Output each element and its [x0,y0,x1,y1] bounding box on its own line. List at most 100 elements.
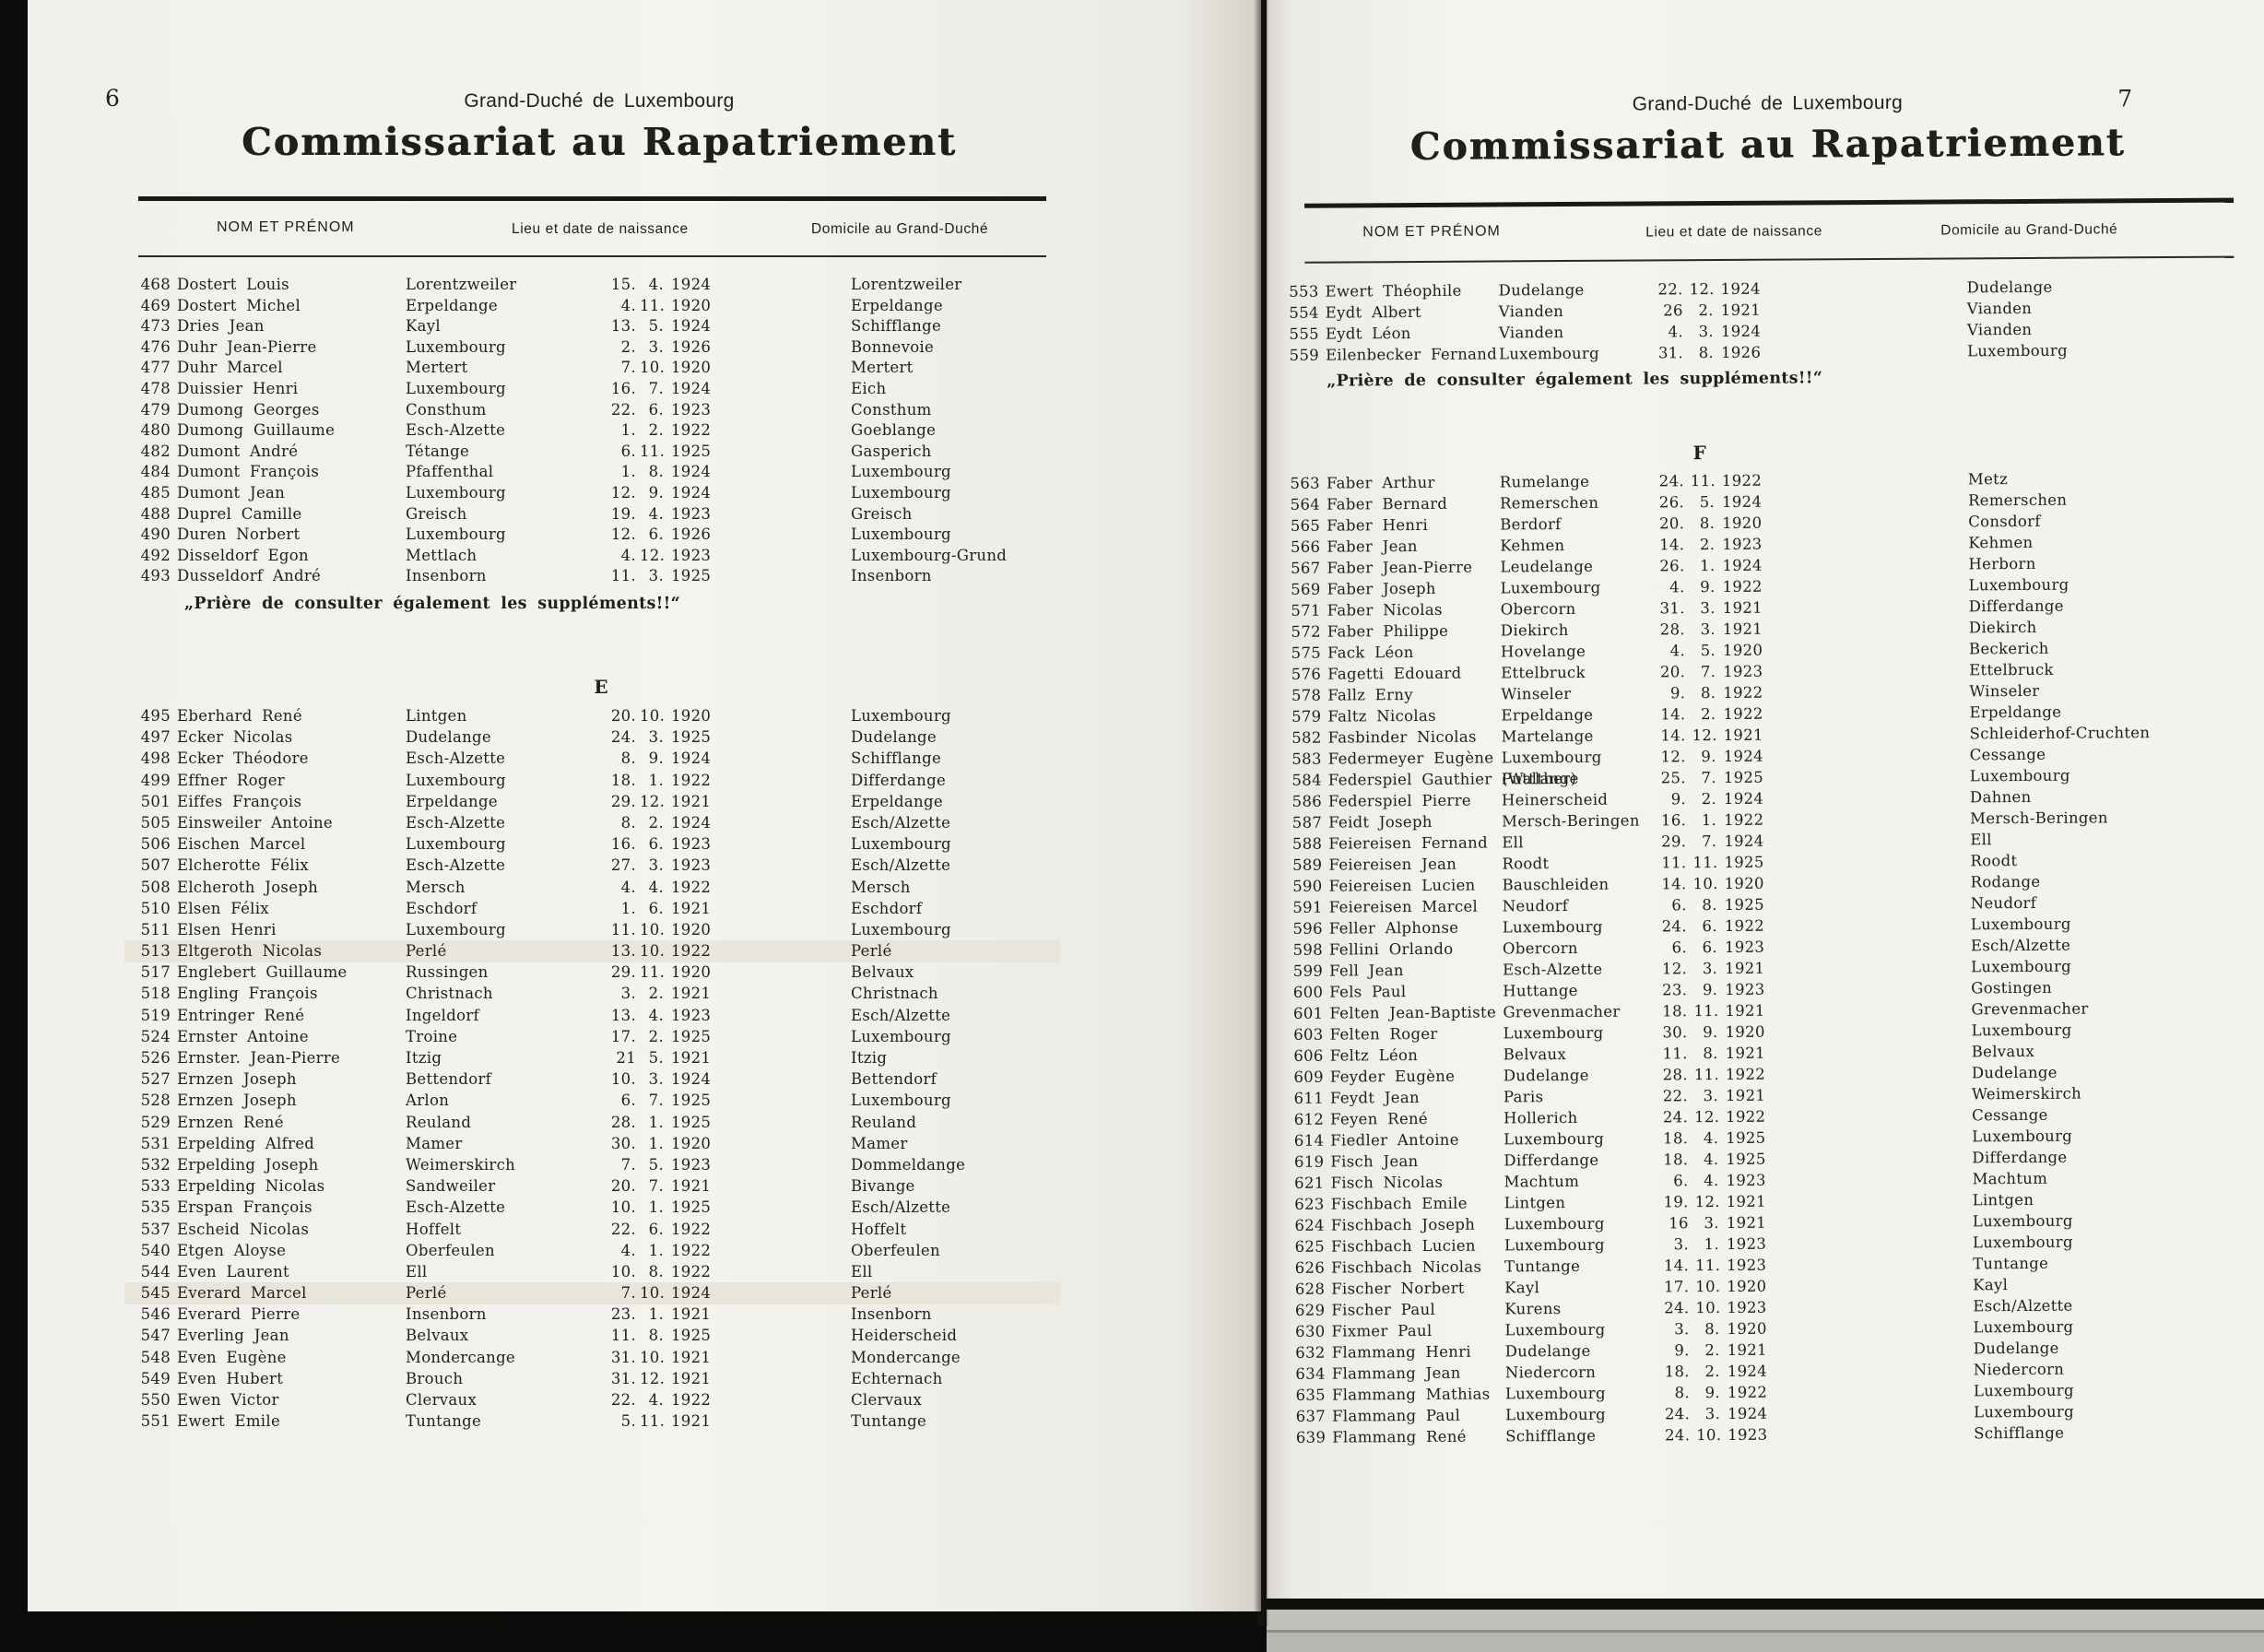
domicile: Herborn [1968,554,2036,573]
domicile: Heiderscheid [851,1327,958,1345]
header-rule-thick [1304,197,2235,208]
birth-day: 4. [1669,642,1686,660]
birth-day: 14. [1661,875,1687,893]
birthplace: Lorentzweiler [406,276,517,293]
domicile: Mamer [851,1134,908,1152]
birthplace: Esch-Alzette [406,856,506,875]
birth-month: 12. [640,546,666,564]
person-name: Feiereisen Lucien [1328,876,1476,895]
birth-day: 17. [610,1027,636,1045]
birth-month: 9. [648,749,664,768]
birth-day: 8. [620,813,636,832]
birth-day: 17. [1664,1278,1690,1296]
birth-year: 1920 [671,963,712,982]
person-name: Flammang Jean [1331,1363,1461,1383]
birth-month: 3. [648,567,664,585]
domicile: Schifflange [1974,1423,2065,1443]
birth-day: 7. [620,1155,636,1174]
entry-number: 506 [140,835,171,854]
birth-day: 11. [610,920,636,938]
birthplace: Ettelbruck [1501,663,1586,682]
birth-day: 18. [610,771,636,789]
book-gutter-fold [1254,0,1268,1626]
domicile: Luxembourg [1973,1317,2074,1337]
birth-day: 16. [610,835,636,854]
birth-day: 16 [1669,1214,1689,1233]
birth-year: 1923 [1725,980,1765,998]
birth-year: 1924 [671,1070,712,1089]
birth-day: 10. [610,1262,636,1280]
entry-number: 559 [1289,346,1320,364]
person-name: Dries Jean [177,317,265,336]
birth-year: 1923 [671,1155,712,1174]
birth-day: 3. [1673,1235,1690,1254]
domicile: Luxembourg [1966,341,2068,360]
birth-month: 2. [1701,705,1716,724]
birth-year: 1923 [671,400,712,419]
person-name: Dostert Michel [177,296,301,314]
birth-year: 1922 [671,421,712,440]
table-row: 550 Ewen Victor Clervaux 22. 4. 1922 Cle… [28,1390,1261,1411]
birth-day: 12. [610,483,636,502]
birth-day: 31. [1659,599,1685,618]
birth-day: 12. [610,525,636,544]
birth-year: 1924 [1723,789,1764,808]
domicile: Remerschen [1967,490,2068,510]
page-right: 7 Grand-Duché de Luxembourg Commissariat… [1267,0,2264,1599]
person-name: Ewert Théophile [1325,281,1462,301]
entry-number: 550 [140,1391,171,1409]
domicile: Erpeldange [851,792,943,810]
person-name: Ecker Théodore [177,749,309,768]
domicile: Tuntange [851,1412,927,1431]
birth-year: 1925 [671,567,712,585]
table-row: 537 Escheid Nicolas Hoffelt 22. 6. 1922 … [28,1220,1261,1241]
birth-year: 1924 [1723,747,1763,765]
person-name: Eischen Marcel [177,835,306,854]
birth-day: 4. [1669,578,1685,596]
domicile: Echternach [851,1369,943,1387]
birth-year: 1924 [1727,1362,1768,1380]
domicile: Esch/Alzette [851,1198,951,1217]
birth-day: 22. [610,400,636,419]
birthplace: Mamer [406,1134,463,1152]
entry-number: 555 [1289,324,1319,343]
domicile: Dahnen [1969,787,2032,807]
birth-year: 1922 [671,1262,712,1280]
birth-day: 6. [1671,896,1687,914]
domicile: Gasperich [851,442,932,460]
birth-year: 1925 [671,728,712,747]
table-row: 473 Dries Jean Kayl 13. 5. 1924 Schiffla… [28,316,1261,337]
person-name: Flammang Henri [1331,1342,1472,1362]
person-name: Englebert Guillaume [177,963,348,982]
birth-year: 1922 [671,1391,712,1409]
table-row: 511 Elsen Henri Luxembourg 11. 10. 1920 … [28,920,1261,941]
birth-month: 1. [648,1113,664,1131]
person-name: Elsen Henri [177,920,277,938]
birthplace: Rumelange [1499,472,1590,491]
birth-day: 22. [1657,280,1683,299]
birth-month: 4. [648,1006,664,1024]
birthplace: Weimerskirch [406,1155,516,1174]
birth-day: 11. [1662,1044,1688,1063]
birth-day: 28. [1662,1066,1688,1084]
entry-number: 588 [1291,834,1323,853]
birth-month: 8. [1702,896,1717,914]
birthplace: Neudorf [1502,897,1569,915]
birth-day: 31. [610,1369,636,1387]
domicile: Schleiderhof-Cruchten [1969,724,2151,743]
domicile: Consdorf [1968,512,2041,531]
next-page-edge [1267,1599,2264,1652]
entry-number: 492 [140,546,171,564]
birth-month: 4. [1704,1172,1719,1190]
domicile: Insenborn [851,567,932,585]
birth-year: 1921 [671,899,712,917]
person-name: Fiedler Antoine [1330,1130,1459,1150]
birth-year: 1923 [671,546,712,564]
birth-year: 1921 [671,792,712,810]
birth-month: 11. [1695,1257,1721,1275]
birth-year: 1921 [1726,1192,1766,1210]
birthplace: Luxembourg [406,483,506,502]
birth-day: 1. [620,463,636,481]
birth-day: 7. [620,359,636,377]
domicile: Christnach [851,985,938,1003]
